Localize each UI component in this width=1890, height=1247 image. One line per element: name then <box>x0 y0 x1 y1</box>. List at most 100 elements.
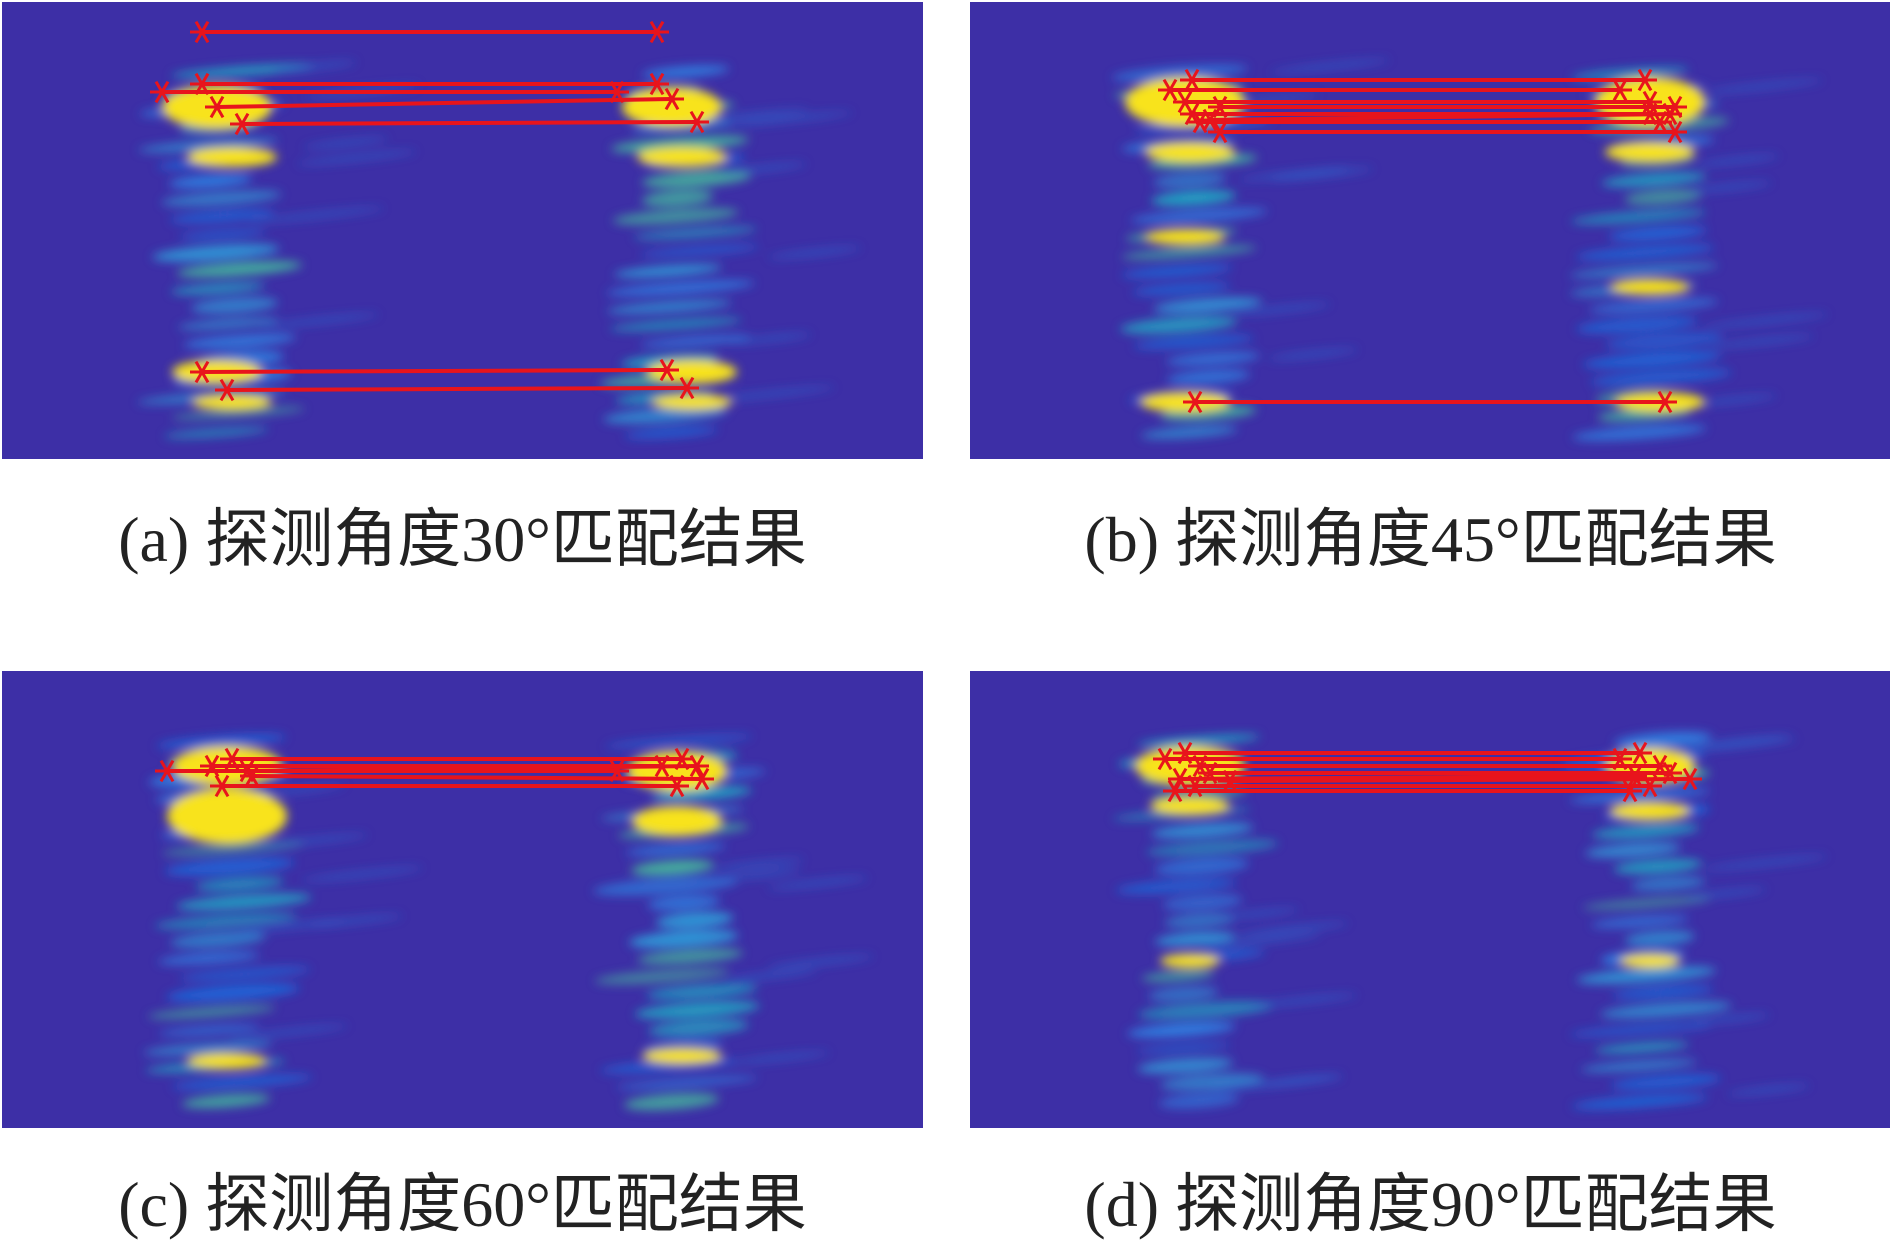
keypoint-star <box>669 774 685 798</box>
keypoint-star <box>1642 774 1658 798</box>
streak <box>1594 1042 1690 1054</box>
streak <box>176 261 303 277</box>
streak <box>1164 913 1235 928</box>
streak <box>170 282 266 295</box>
streak <box>177 318 279 330</box>
streak <box>1569 788 1711 803</box>
keypoint-star <box>1662 761 1678 785</box>
intensity-blobs <box>143 734 874 1111</box>
faint-streak <box>1268 348 1358 360</box>
peak-blob <box>1160 954 1220 968</box>
peak-blob <box>1610 279 1690 295</box>
faint-streak <box>729 333 812 344</box>
streak <box>183 334 297 348</box>
keypoint-star <box>204 754 220 778</box>
streak <box>164 858 295 876</box>
streak <box>1120 316 1238 334</box>
streak <box>158 952 260 965</box>
streak <box>640 335 752 347</box>
streak <box>1582 897 1711 910</box>
faint-streak <box>722 111 853 127</box>
keypoint-star <box>609 80 625 104</box>
faint-streak <box>1234 922 1349 936</box>
streak <box>166 983 300 1002</box>
streak <box>1141 970 1215 982</box>
peak-blob <box>632 806 722 836</box>
streak <box>594 968 730 985</box>
streak <box>630 860 715 876</box>
streak <box>1137 1057 1234 1074</box>
keypoint-star <box>1192 110 1208 134</box>
streak <box>181 1094 271 1108</box>
streak <box>1591 824 1700 839</box>
keypoint-star <box>1187 390 1203 414</box>
streak <box>1127 1022 1236 1038</box>
streak <box>640 244 759 257</box>
faint-streak <box>228 1025 348 1040</box>
keypoint-star <box>1612 78 1628 102</box>
keypoint-star <box>234 112 250 136</box>
keypoint-star <box>194 20 210 44</box>
streak <box>1576 244 1715 261</box>
streak <box>614 264 723 278</box>
keypoint-star <box>1167 779 1183 803</box>
streak <box>1137 734 1261 747</box>
faint-streak <box>1270 59 1390 74</box>
match-line <box>251 774 703 781</box>
keypoint-star <box>1652 754 1668 778</box>
streak <box>1624 189 1702 205</box>
peak-blob <box>187 1053 267 1069</box>
keypoint-star <box>239 759 255 783</box>
keypoint-star <box>694 767 710 791</box>
streak <box>161 190 282 207</box>
keypoint-star <box>1657 390 1673 414</box>
keypoint-star <box>679 376 695 400</box>
streak <box>1130 208 1268 224</box>
keypoint-star <box>194 360 210 384</box>
faint-streak <box>273 61 357 72</box>
keypoint-star <box>1612 747 1628 771</box>
caption: (d) 探测角度90°匹配结果 <box>1084 1169 1777 1240</box>
streak <box>143 1041 273 1056</box>
streak <box>1572 424 1707 441</box>
keypoint-star <box>649 20 665 44</box>
streak <box>1624 930 1695 947</box>
faint-streak <box>297 150 417 165</box>
streak <box>179 228 267 240</box>
faint-streak <box>1231 303 1331 316</box>
faint-streak <box>1706 335 1814 348</box>
streak <box>628 930 739 948</box>
streak <box>641 170 752 188</box>
streak <box>624 427 718 439</box>
streak <box>1151 822 1254 839</box>
keypoint-star <box>1192 754 1208 778</box>
streak <box>170 931 266 948</box>
background <box>2 2 923 459</box>
streak <box>1148 986 1219 1001</box>
streak <box>637 949 743 964</box>
streak <box>604 734 753 748</box>
keypoint-star <box>1202 108 1218 132</box>
streak <box>168 174 253 188</box>
streak <box>156 734 287 749</box>
keypoint-star <box>1222 769 1238 793</box>
streak <box>1571 1094 1708 1109</box>
streak <box>169 209 276 223</box>
streak <box>616 1076 758 1090</box>
keypoint-star <box>1157 747 1173 771</box>
faint-streak <box>303 137 388 149</box>
streak <box>1151 190 1237 206</box>
keypoint-star <box>1632 741 1648 765</box>
peak-blob <box>1610 802 1690 820</box>
streak <box>1136 1042 1231 1054</box>
faint-streak <box>252 834 368 848</box>
streak <box>1590 369 1732 386</box>
faint-streak <box>1684 888 1767 899</box>
streak <box>647 895 721 911</box>
streak <box>1121 245 1257 259</box>
streak <box>1610 1074 1721 1090</box>
faint-streak <box>1702 855 1828 870</box>
keypoint-star <box>1637 68 1653 92</box>
streak <box>1630 876 1706 891</box>
match-line <box>226 386 688 392</box>
